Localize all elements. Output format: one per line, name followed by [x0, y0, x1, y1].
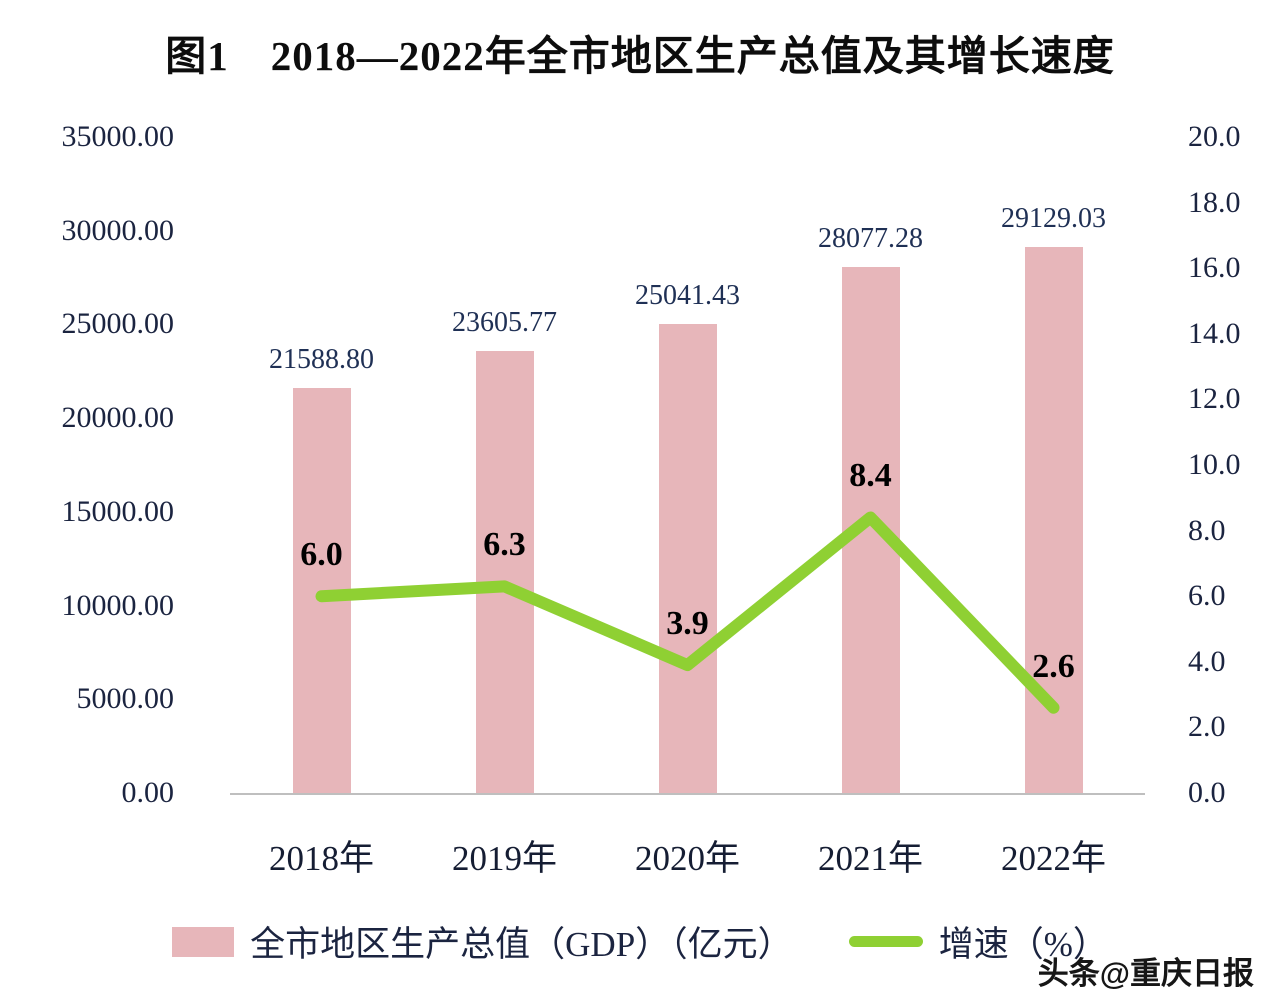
growth-legend-label: 增速（%） — [938, 925, 1108, 964]
right-axis-tick: 8.0 — [1188, 513, 1226, 547]
gdp-value-label: 29129.03 — [1001, 203, 1106, 235]
right-axis-tick: 10.0 — [1188, 448, 1241, 481]
gdp-bar — [475, 350, 534, 793]
right-axis-tick: 2.0 — [1188, 710, 1226, 744]
growth-value-label: 3.9 — [666, 605, 709, 643]
plot-area: 21588.80 23605.77 25041.43 28077.28 29129.03… — [230, 137, 1145, 795]
left-axis-tick: 35000.00 — [61, 120, 175, 153]
growth-value-label: 2.6 — [1032, 647, 1075, 685]
x-axis-label: 2021年 — [817, 839, 924, 878]
gdp-value-label: 28077.28 — [818, 222, 923, 254]
watermark: 头条@重庆日报 — [1037, 956, 1254, 991]
gdp-value-label: 21588.80 — [269, 344, 374, 376]
x-axis-label: 2020年 — [634, 839, 741, 878]
gdp-bar — [658, 323, 717, 793]
x-axis-label: 2018年 — [268, 839, 375, 878]
right-axis-tick: 4.0 — [1188, 644, 1226, 678]
x-axis-label: 2022年 — [1000, 839, 1107, 878]
gdp-bar-swatch — [172, 926, 235, 957]
growth-value-label: 6.0 — [300, 536, 343, 574]
right-axis-tick: 18.0 — [1188, 185, 1241, 219]
left-axis-tick: 10000.00 — [61, 588, 175, 622]
growth-line — [315, 511, 1060, 714]
growth-line-swatch — [848, 936, 923, 947]
gdp-value-label: 25041.43 — [635, 279, 740, 311]
x-axis-label: 2019年 — [451, 839, 558, 878]
left-axis-tick: 0.00 — [121, 776, 175, 809]
right-axis-tick: 14.0 — [1188, 316, 1241, 350]
x-axis-labels: 2018年 2019年 2020年 2021年 2022年 — [230, 830, 1145, 880]
legend-item-gdp: 全市地区生产总值（GDP）（亿元） — [172, 916, 793, 967]
left-axis-tick: 20000.00 — [61, 401, 175, 435]
left-axis-tick: 25000.00 — [61, 307, 175, 341]
left-axis-ticks: 35000.00 30000.00 25000.00 20000.00 15000.00… — [0, 120, 175, 809]
left-axis-tick: 5000.00 — [76, 682, 175, 716]
growth-value-label: 8.4 — [849, 457, 892, 495]
right-axis-tick: 12.0 — [1188, 382, 1241, 416]
left-axis-tick: 30000.00 — [61, 213, 175, 247]
legend-item-growth: 增速（%） — [848, 916, 1108, 967]
right-axis-tick: 16.0 — [1188, 251, 1241, 285]
right-axis-tick: 20.0 — [1188, 120, 1241, 153]
gdp-value-label: 23605.77 — [452, 306, 557, 338]
growth-value-label: 6.3 — [483, 526, 526, 564]
right-axis-tick: 6.0 — [1188, 579, 1226, 613]
right-axis-tick: 0.0 — [1188, 776, 1226, 809]
chart-title: 图1 2018—2022年全市地区生产总值及其增长速度 — [165, 33, 1115, 79]
right-axis-ticks: 20.0 18.0 16.0 14.0 12.0 10.0 8.0 6.0 4.0 2.0 0.0 — [1188, 120, 1278, 809]
left-axis-tick: 15000.00 — [61, 494, 175, 528]
legend: 全市地区生产总值（GDP）（亿元） 增速（%） — [0, 916, 1280, 967]
gdp-legend-label: 全市地区生产总值（GDP）（亿元） — [250, 925, 793, 964]
